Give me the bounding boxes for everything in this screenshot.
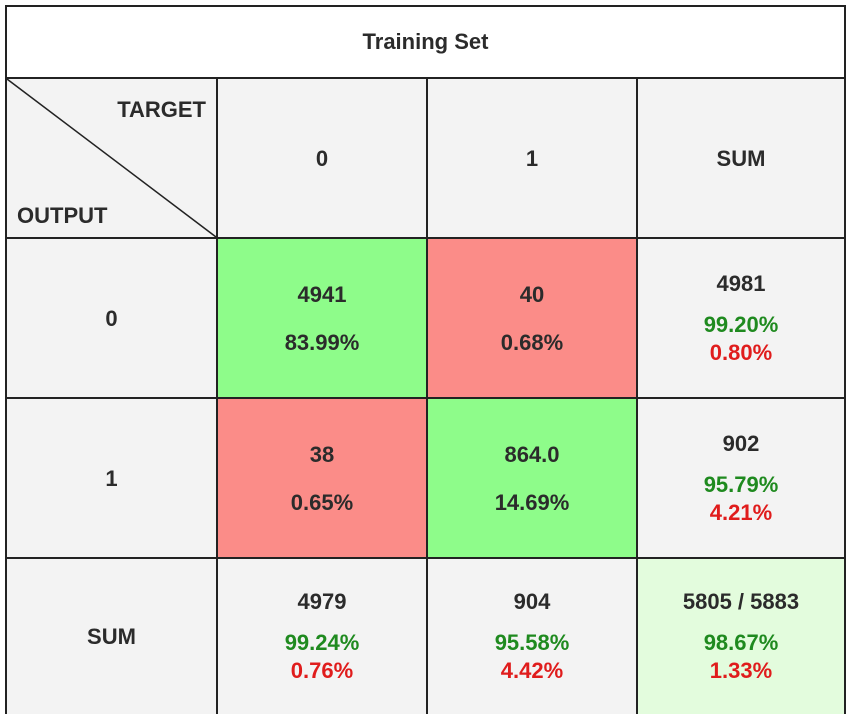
cell-count: 864.0 (504, 442, 560, 467)
row-label-0: 0 (7, 239, 218, 399)
cell-percent: 0.68% (500, 330, 564, 355)
cell-0-0: 4941 83.99% (218, 239, 428, 399)
sum-error-percent: 0.80% (709, 340, 773, 365)
cell-count: 4941 (297, 282, 347, 307)
matrix-row-1: 1 38 0.65% 864.0 14.69% 902 95.79% 4.21% (7, 397, 844, 559)
sum-error-percent: 0.76% (290, 657, 354, 683)
sum-correct-percent: 99.20% (703, 312, 779, 337)
column-header-0: 0 (218, 79, 428, 239)
sum-count: 4981 (716, 271, 766, 296)
column-header-1: 1 (428, 79, 638, 239)
sum-count: 902 (722, 431, 760, 456)
cell-0-1: 40 0.68% (428, 239, 638, 399)
output-label: OUTPUT (17, 203, 108, 228)
total-cell: 5805 / 5883 98.67% 1.33% (638, 559, 844, 714)
cell-count: 40 (519, 282, 545, 307)
sum-correct-percent: 95.58% (494, 629, 570, 655)
cell-count: 38 (309, 442, 335, 467)
cell-1-1: 864.0 14.69% (428, 399, 638, 559)
matrix-title: Training Set (7, 7, 844, 77)
cell-1-0: 38 0.65% (218, 399, 428, 559)
row-sum-0: 4981 99.20% 0.80% (638, 239, 844, 399)
total-accuracy: 98.67% (703, 629, 779, 655)
sum-error-percent: 4.21% (709, 500, 773, 525)
row-label-sum: SUM (7, 559, 218, 714)
column-sum-1: 904 95.58% 4.42% (428, 559, 638, 714)
header-row: TARGET OUTPUT 0 1 SUM (7, 77, 844, 239)
sum-error-percent: 4.42% (500, 657, 564, 683)
total-count: 5805 / 5883 (682, 588, 800, 614)
column-sum-0: 4979 99.24% 0.76% (218, 559, 428, 714)
column-header-sum: SUM (638, 79, 844, 239)
cell-percent: 14.69% (494, 490, 570, 515)
total-error: 1.33% (709, 657, 773, 683)
row-sum-1: 902 95.79% 4.21% (638, 399, 844, 559)
sum-correct-percent: 99.24% (284, 629, 360, 655)
matrix-sum-row: SUM 4979 99.24% 0.76% 904 95.58% 4.42% 5… (7, 557, 844, 714)
corner-cell: TARGET OUTPUT (7, 79, 218, 239)
row-label-1: 1 (7, 399, 218, 559)
sum-count: 904 (513, 588, 551, 614)
sum-count: 4979 (297, 588, 347, 614)
corner-diagonal-line (7, 79, 216, 237)
matrix-row-0: 0 4941 83.99% 40 0.68% 4981 99.20% 0.80% (7, 237, 844, 399)
target-label: TARGET (117, 97, 206, 122)
sum-correct-percent: 95.79% (703, 472, 779, 497)
cell-percent: 0.65% (290, 490, 354, 515)
cell-percent: 83.99% (284, 330, 360, 355)
title-row: Training Set (7, 7, 844, 77)
confusion-matrix: Training Set TARGET OUTPUT 0 1 SUM 0 494… (5, 5, 846, 714)
